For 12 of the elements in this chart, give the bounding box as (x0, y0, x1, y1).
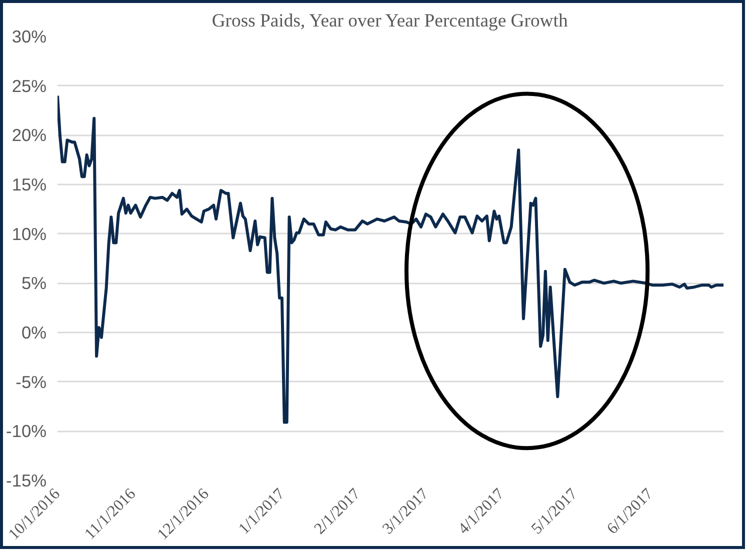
chart-title: Gross Paids, Year over Year Percentage Growth (212, 10, 568, 32)
line-series (58, 94, 724, 424)
y-tick-label: 10% (12, 224, 47, 244)
y-tick-label: -15% (6, 470, 46, 490)
y-tick-label: -10% (6, 421, 46, 442)
y-tick-label: 5% (21, 273, 46, 294)
y-tick-label: 0% (21, 322, 46, 342)
y-tick-label: 15% (12, 174, 47, 194)
y-tick-label: -5% (16, 372, 47, 392)
y-tick-label: 30% (12, 26, 47, 46)
y-tick-label: 20% (12, 125, 47, 146)
y-tick-label: 25% (12, 76, 47, 96)
